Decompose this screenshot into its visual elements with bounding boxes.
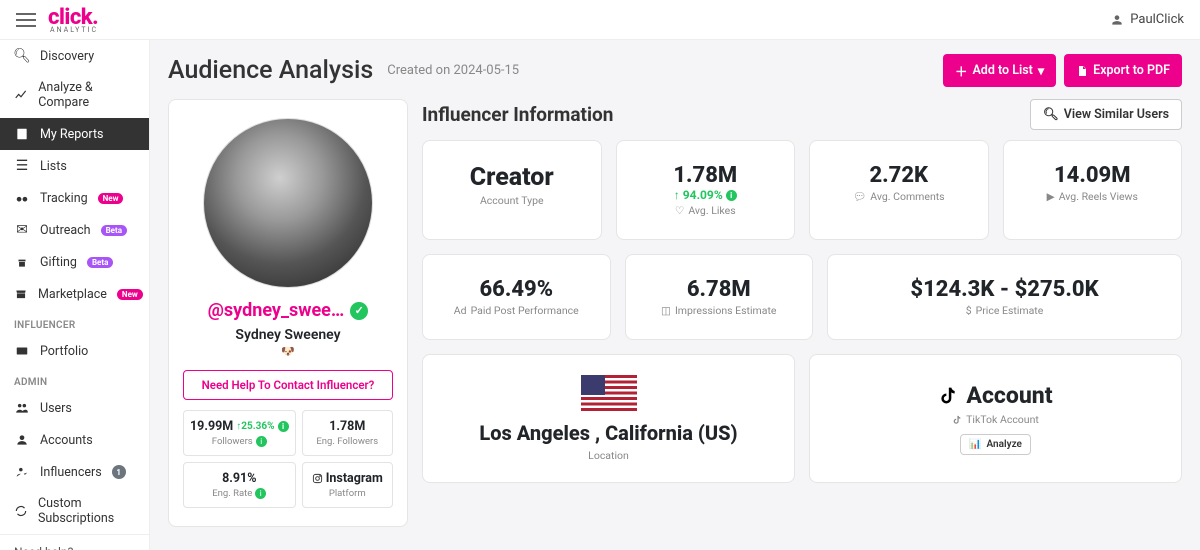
stat-platform: Instagram Platform (302, 462, 393, 508)
gift-icon (14, 254, 30, 270)
report-icon (14, 126, 30, 142)
sidebar-item-analyze[interactable]: Analyze & Compare (0, 72, 149, 118)
analyze-tiktok-button[interactable]: 📊Analyze (960, 434, 1031, 455)
main-content: Audience Analysis Created on 2024-05-15 … (150, 40, 1200, 550)
shop-icon (14, 286, 28, 302)
sidebar-item-influencers[interactable]: Influencers1 (0, 456, 149, 488)
sidebar-section-influencer: INFLUENCER (0, 310, 149, 335)
profile-fullname: Sydney Sweeney (183, 327, 393, 343)
profile-handle[interactable]: @sydney_swee…✓ (208, 300, 368, 321)
sidebar-item-users[interactable]: Users (0, 392, 149, 424)
help-title: Need help? (14, 545, 135, 550)
metric-avg-reels: 14.09M ▶Avg. Reels Views (1003, 140, 1183, 240)
sidebar-item-discovery[interactable]: 🔍︎Discovery (0, 40, 149, 72)
sidebar-item-outreach[interactable]: ✉OutreachBeta (0, 214, 149, 246)
users-icon (14, 400, 30, 416)
verified-icon: ✓ (350, 302, 368, 320)
sidebar-item-gifting[interactable]: GiftingBeta (0, 246, 149, 278)
sidebar: 🔍︎Discovery Analyze & Compare My Reports… (0, 40, 150, 550)
help-box: Need help? hello@clickanalytic.com (0, 534, 149, 550)
instagram-icon (312, 473, 323, 484)
metric-impressions: 6.78M ◫Impressions Estimate (625, 254, 814, 340)
sidebar-section-admin: ADMIN (0, 367, 149, 392)
user-icon (1110, 13, 1124, 27)
user-name: PaulClick (1130, 12, 1184, 27)
sidebar-item-portfolio[interactable]: Portfolio (0, 335, 149, 367)
metric-paid-post: 66.49% AdPaid Post Performance (422, 254, 611, 340)
us-flag-icon (581, 375, 637, 411)
file-icon (1076, 65, 1088, 77)
sidebar-item-tracking[interactable]: TrackingNew (0, 182, 149, 214)
stat-eng-rate: 8.91% Eng. Ratei (183, 462, 296, 508)
page-created: Created on 2024-05-15 (387, 63, 519, 78)
metric-avg-comments: 2.72K 💬︎Avg. Comments (809, 140, 989, 240)
id-card-icon (14, 343, 30, 359)
stat-followers: 19.99M↑25.36%i Followersi (183, 410, 296, 456)
profile-emoji: 🐶 (183, 345, 393, 358)
sidebar-item-lists[interactable]: ☰Lists (0, 150, 149, 182)
location-card: Los Angeles , California (US) Location (422, 354, 795, 483)
topbar: click. ANALYTIC PaulClick (0, 0, 1200, 40)
refresh-icon (14, 503, 28, 519)
search-icon: 🔍︎ (1043, 107, 1059, 122)
account-icon (14, 432, 30, 448)
metric-price: $124.3K - $275.0K $Price Estimate (827, 254, 1182, 340)
sidebar-item-accounts[interactable]: Accounts (0, 424, 149, 456)
metric-account-type: Creator Account Type (422, 140, 602, 240)
profile-card: @sydney_swee…✓ Sydney Sweeney 🐶 Need Hel… (168, 99, 408, 527)
info-title: Influencer Information (422, 103, 613, 126)
view-similar-button[interactable]: 🔍︎View Similar Users (1030, 99, 1182, 130)
menu-toggle-icon[interactable] (16, 13, 36, 27)
magnifier-icon: 🔍︎ (14, 48, 30, 64)
add-to-list-button[interactable]: ＋Add to List▾ (943, 54, 1056, 87)
stat-eng-followers: 1.78M Eng. Followers (302, 410, 393, 456)
mail-icon: ✉ (14, 222, 30, 238)
user-menu[interactable]: PaulClick (1110, 12, 1184, 27)
binoculars-icon (14, 190, 30, 206)
page-title: Audience Analysis (168, 56, 373, 85)
avatar (203, 118, 373, 288)
tiktok-icon (938, 386, 958, 406)
brand-logo[interactable]: click. ANALYTIC (48, 5, 98, 34)
sidebar-item-subscriptions[interactable]: Custom Subscriptions (0, 488, 149, 534)
list-icon: ☰ (14, 158, 30, 174)
sidebar-item-my-reports[interactable]: My Reports (0, 118, 149, 150)
export-pdf-button[interactable]: Export to PDF (1064, 54, 1182, 87)
check-user-icon (14, 464, 30, 480)
contact-influencer-button[interactable]: Need Help To Contact Influencer? (183, 370, 393, 400)
chart-icon (14, 87, 28, 103)
sidebar-item-marketplace[interactable]: MarketplaceNew (0, 278, 149, 310)
tiktok-account-card: Account TikTok Account 📊Analyze (809, 354, 1182, 483)
metric-avg-likes: 1.78M ↑ 94.09% i ♡Avg. Likes (616, 140, 796, 240)
